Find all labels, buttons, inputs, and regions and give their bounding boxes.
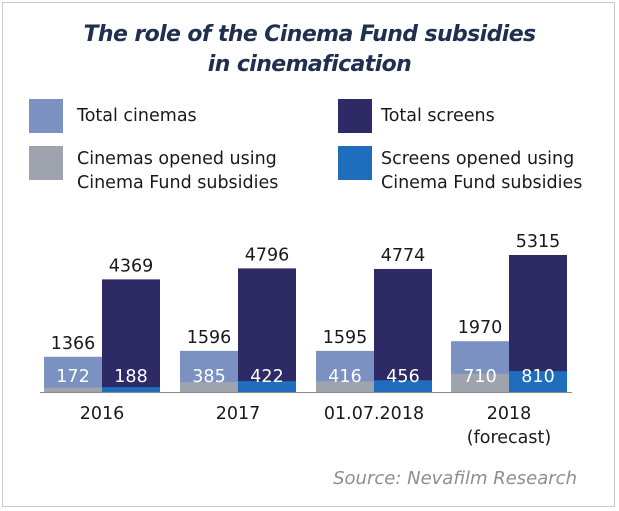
data-label-cinemas-subsidies: 416	[328, 367, 361, 387]
bar-screens-subsidies	[102, 387, 160, 392]
category-label: 2016	[80, 404, 125, 424]
legend-label-line: Cinema Fund subsidies	[77, 173, 279, 193]
bar-total-screens	[238, 268, 296, 392]
data-label-cinemas-subsidies: 385	[192, 367, 225, 387]
category-label: 2017	[216, 404, 261, 424]
bar-cinemas-subsidies	[180, 382, 238, 392]
chart-title-line-2: in cinemafication	[207, 52, 412, 77]
legend-swatch-total-screens	[338, 99, 372, 133]
legend-label-line: Total cinemas	[77, 106, 197, 126]
category-label: 01.07.2018	[324, 404, 424, 424]
bar-cinemas-subsidies	[451, 373, 509, 392]
data-label-total-screens: 4369	[109, 256, 154, 276]
legend-label-line: Cinemas opened using	[77, 149, 277, 169]
bar-total-cinemas	[44, 356, 102, 392]
category-label: (forecast)	[467, 428, 551, 448]
data-label-total-cinemas: 1596	[187, 328, 232, 348]
data-label-cinemas-subsidies: 172	[56, 367, 89, 387]
bar-cinemas-subsidies	[316, 381, 374, 392]
legend-swatch-total-cinemas	[29, 99, 63, 133]
bar-total-screens	[509, 255, 567, 392]
bar-screens-subsidies	[509, 371, 567, 392]
legend-label-line: Cinema Fund subsidies	[381, 173, 583, 193]
data-label-total-cinemas: 1595	[323, 328, 368, 348]
data-label-total-cinemas: 1366	[51, 334, 96, 354]
bar-total-screens	[374, 268, 432, 392]
chart-title: The role of the Cinema Fund subsidies in…	[0, 20, 619, 80]
legend-label-line: Screens opened using	[381, 149, 575, 169]
data-label-total-screens: 4774	[381, 246, 426, 266]
source-note: Source: Nevafilm Research	[333, 468, 577, 489]
data-label-screens-subsidies: 188	[114, 367, 147, 387]
chart-title-line-1: The role of the Cinema Fund subsidies	[83, 22, 536, 47]
legend-label-cinemas-subsidies: Cinemas opened using Cinema Fund subsidi…	[77, 147, 278, 195]
data-label-screens-subsidies: 810	[521, 367, 554, 387]
bar-screens-subsidies	[374, 380, 432, 392]
chart-frame	[2, 2, 615, 507]
data-label-total-cinemas: 1970	[458, 318, 503, 338]
bar-total-screens	[102, 279, 160, 392]
data-label-screens-subsidies: 456	[386, 367, 419, 387]
legend-label-line: Total screens	[381, 106, 495, 126]
bar-cinemas-subsidies	[44, 387, 102, 392]
legend-swatch-screens-subsidies	[338, 146, 372, 180]
bar-screens-subsidies	[238, 381, 296, 392]
data-label-cinemas-subsidies: 710	[463, 367, 496, 387]
legend-swatch-cinemas-subsidies	[29, 146, 63, 180]
data-label-total-screens: 4796	[245, 245, 290, 265]
category-label: 2018	[487, 404, 532, 424]
data-label-screens-subsidies: 422	[250, 367, 283, 387]
legend-label-total-screens: Total screens	[381, 104, 495, 128]
legend-label-total-cinemas: Total cinemas	[77, 104, 197, 128]
data-label-total-screens: 5315	[516, 232, 561, 252]
legend-label-screens-subsidies: Screens opened using Cinema Fund subsidi…	[381, 147, 582, 195]
